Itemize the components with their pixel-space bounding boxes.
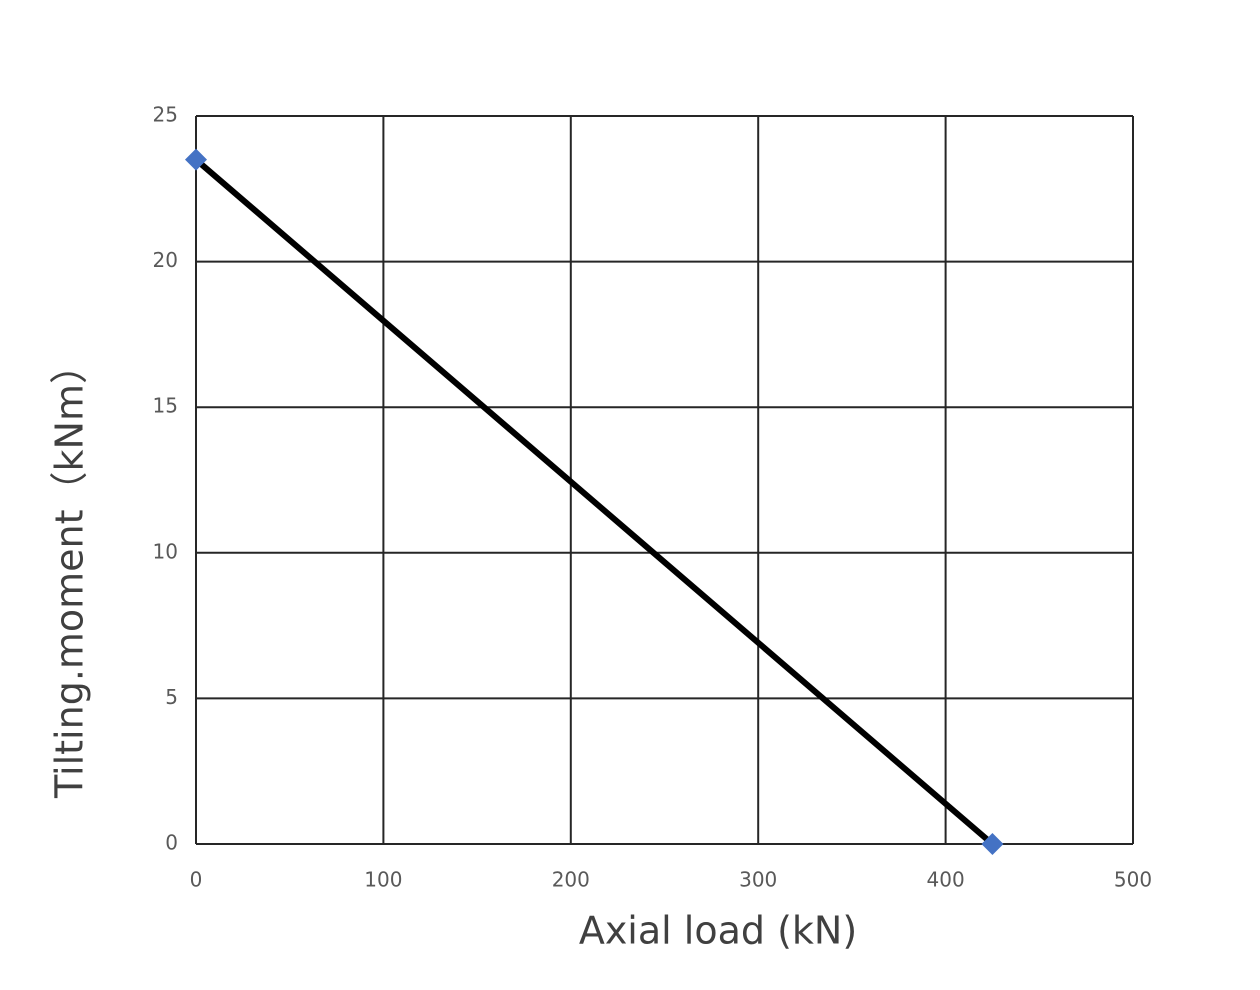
y-axis-title: Tilting.moment（kNm）	[48, 346, 92, 799]
x-tick-label: 100	[364, 868, 402, 892]
x-axis-title: Axial load (kN)	[579, 909, 857, 953]
data-marker	[981, 833, 1004, 855]
y-tick-label: 10	[153, 539, 178, 563]
y-tick-label: 0	[165, 831, 178, 855]
data-marker	[185, 148, 207, 171]
x-tick-label: 200	[552, 868, 590, 892]
x-tick-label: 400	[927, 868, 965, 892]
x-tick-label: 0	[190, 868, 203, 892]
x-tick-label: 500	[1114, 868, 1152, 892]
y-tick-label: 15	[153, 394, 178, 418]
x-tick-label: 300	[739, 868, 777, 892]
data-line	[194, 157, 995, 847]
y-tick-label: 20	[153, 248, 178, 272]
y-tick-label: 5	[165, 685, 178, 709]
y-tick-label: 25	[153, 103, 178, 127]
